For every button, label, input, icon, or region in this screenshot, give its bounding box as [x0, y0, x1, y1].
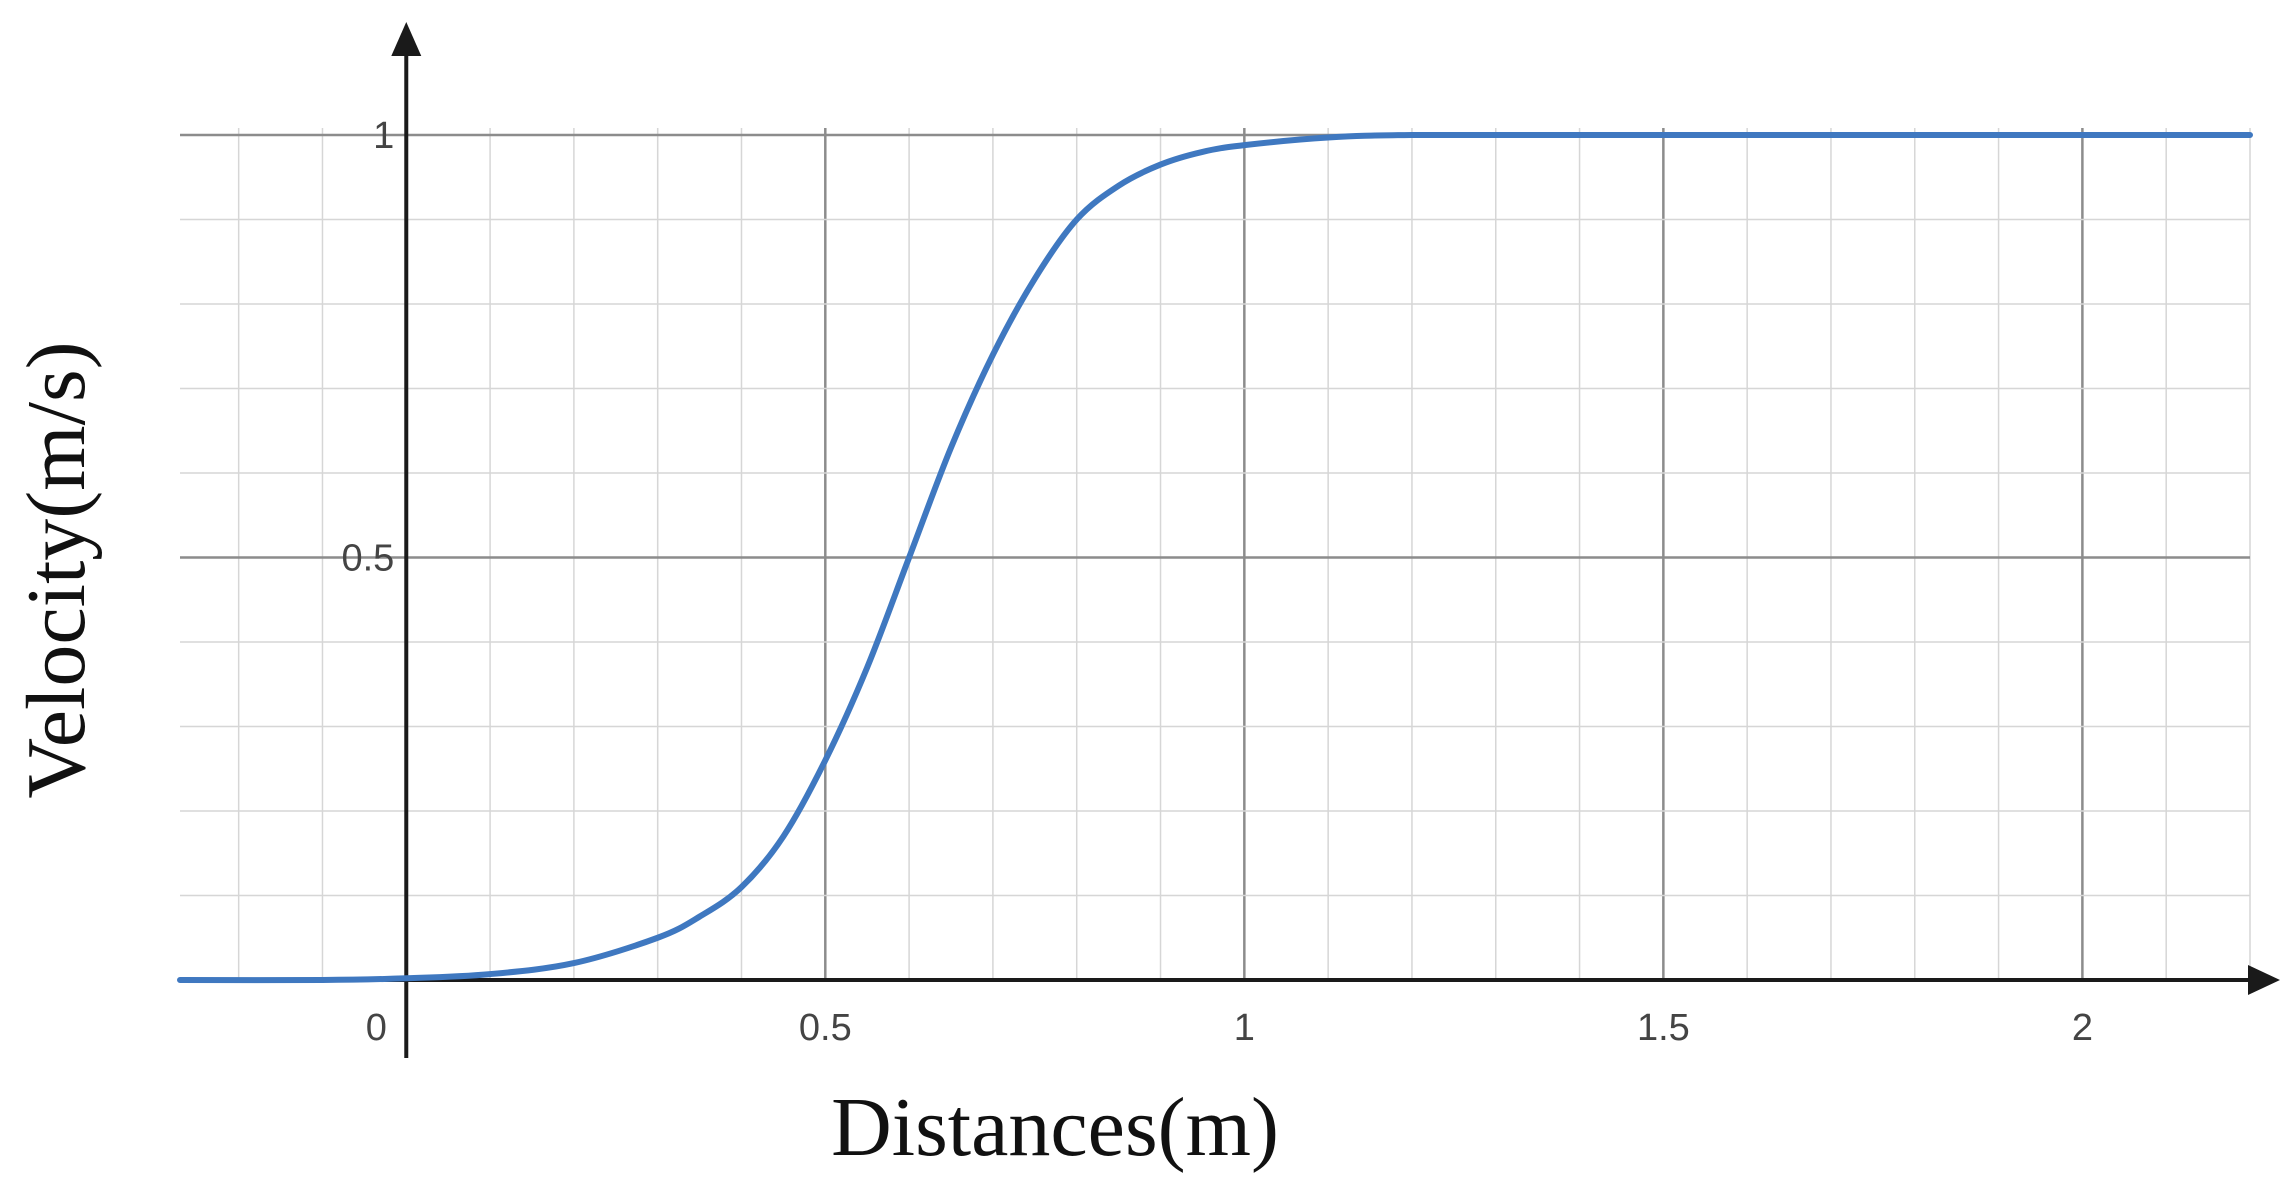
- tick-labels: 0 0.5 1 1.5 2 0.5 1: [341, 115, 2093, 1049]
- axes: [180, 22, 2280, 1058]
- grid: [180, 128, 2251, 980]
- y-tick-label: 0.5: [341, 538, 394, 580]
- x-axis-title: Distances(m): [831, 1081, 1279, 1174]
- x-tick-label: 0: [366, 1007, 387, 1049]
- y-axis-title: Velocity(m/s): [10, 341, 103, 798]
- x-tick-label: 1: [1234, 1007, 1255, 1049]
- series-line: [177, 131, 2253, 984]
- x-axis-arrow-icon: [2248, 965, 2280, 995]
- x-tick-label: 0.5: [799, 1007, 852, 1049]
- y-axis-arrow-icon: [391, 22, 422, 56]
- series-layer: [177, 131, 2253, 984]
- x-tick-label: 1.5: [1637, 1007, 1690, 1049]
- x-tick-label: 2: [2072, 1007, 2093, 1049]
- y-tick-label: 1: [373, 115, 394, 157]
